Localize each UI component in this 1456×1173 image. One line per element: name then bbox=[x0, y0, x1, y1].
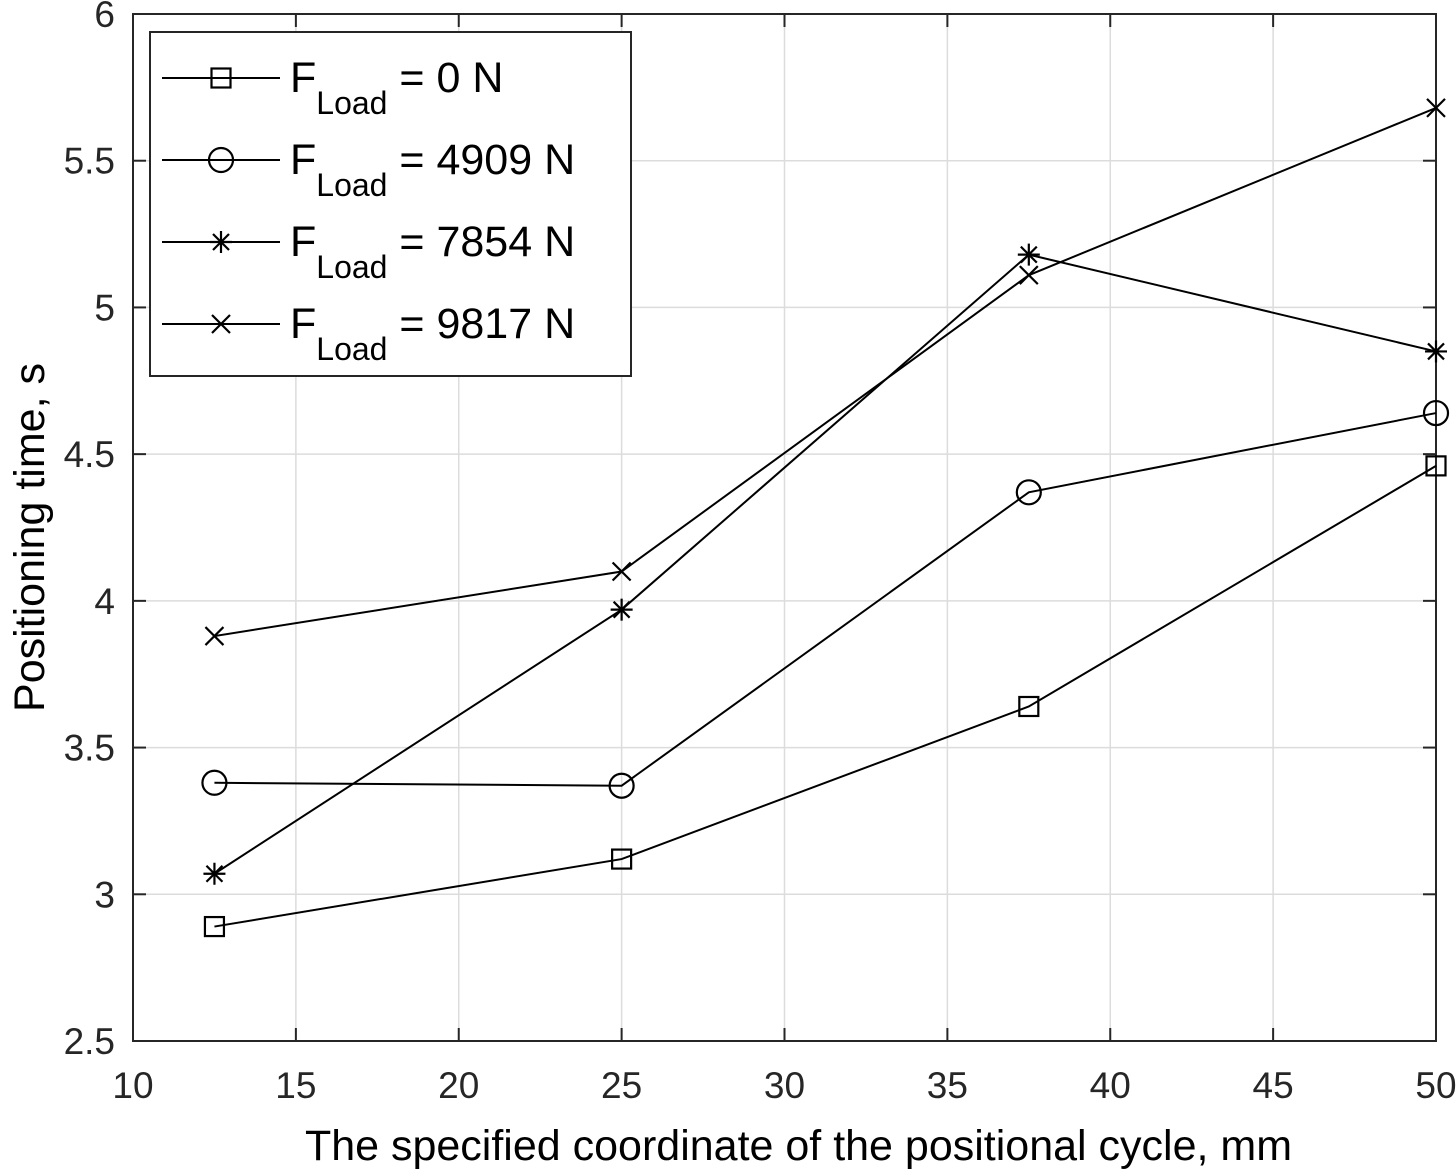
legend-item: FLoad = 0 N bbox=[162, 54, 503, 121]
axis-ticks: 10 15 20 25 30 35 40 45 50 2.5 3 3.5 4 4.5 5 5.5 6 bbox=[64, 0, 1456, 1106]
y-axis-label: Positioning time, s bbox=[6, 363, 54, 712]
x-tick-label: 30 bbox=[764, 1065, 805, 1106]
x-tick-label: 15 bbox=[275, 1065, 316, 1106]
series-line bbox=[213, 253, 1437, 875]
x-tick-label: 50 bbox=[1415, 1065, 1456, 1106]
data-point-cross bbox=[204, 626, 225, 646]
legend-marker-asterisk bbox=[210, 231, 232, 253]
legend: FLoad = 0 N FLoad = 4909 N FLoad = 7854 N F… bbox=[149, 31, 632, 377]
y-tick-label: 5.5 bbox=[64, 141, 115, 182]
series-line bbox=[214, 412, 1437, 787]
data-point-cross bbox=[1019, 265, 1039, 285]
x-tick-label: 20 bbox=[438, 1065, 479, 1106]
y-tick-label: 2.5 bbox=[64, 1021, 115, 1062]
x-tick-label: 40 bbox=[1090, 1065, 1131, 1106]
series-2 bbox=[201, 399, 1450, 799]
legend-label: FLoad = 0 N bbox=[290, 54, 503, 121]
data-point-asterisk bbox=[203, 862, 226, 885]
x-axis-label: The specified coordinate of the position… bbox=[305, 1122, 1292, 1170]
legend-box bbox=[149, 31, 632, 377]
legend-marker-square bbox=[210, 67, 232, 89]
data-point-square bbox=[611, 848, 633, 870]
legend-label: FLoad = 9817 N bbox=[290, 300, 575, 367]
x-tick-label: 10 bbox=[112, 1065, 153, 1106]
y-tick-label: 6 bbox=[94, 0, 115, 35]
y-tick-label: 3 bbox=[94, 874, 115, 915]
legend-item: FLoad = 9817 N bbox=[162, 300, 575, 367]
legend-marker-circle bbox=[207, 146, 235, 174]
legend-label: FLoad = 7854 N bbox=[290, 218, 575, 285]
data-point-cross bbox=[611, 561, 632, 582]
series-4 bbox=[204, 98, 1446, 646]
series-3 bbox=[203, 243, 1447, 885]
legend-label: FLoad = 4909 N bbox=[290, 136, 575, 203]
x-tick-label: 45 bbox=[1253, 1065, 1294, 1106]
data-point-asterisk bbox=[1017, 243, 1040, 266]
y-tick-label: 3.5 bbox=[64, 728, 115, 769]
legend-item: FLoad = 7854 N bbox=[162, 218, 575, 285]
data-point-asterisk bbox=[610, 598, 633, 621]
data-point-square bbox=[1018, 695, 1040, 718]
y-tick-label: 4.5 bbox=[64, 434, 115, 475]
x-tick-label: 25 bbox=[601, 1065, 642, 1106]
series-line bbox=[214, 106, 1437, 638]
series-layer bbox=[201, 98, 1450, 938]
data-point-circle bbox=[608, 772, 635, 799]
legend-item: FLoad = 4909 N bbox=[162, 136, 575, 203]
series-1 bbox=[203, 455, 1447, 938]
data-point-circle bbox=[201, 769, 228, 796]
data-point-asterisk bbox=[1425, 340, 1447, 363]
data-point-square bbox=[203, 915, 226, 938]
data-point-circle bbox=[1422, 399, 1450, 427]
data-point-square bbox=[1425, 455, 1447, 477]
x-tick-label: 35 bbox=[927, 1065, 968, 1106]
data-point-cross bbox=[1426, 98, 1446, 118]
y-tick-label: 5 bbox=[94, 287, 115, 328]
data-point-circle bbox=[1015, 479, 1042, 506]
legend-marker-cross bbox=[211, 314, 231, 334]
y-tick-label: 4 bbox=[94, 581, 115, 622]
series-line bbox=[214, 465, 1437, 928]
